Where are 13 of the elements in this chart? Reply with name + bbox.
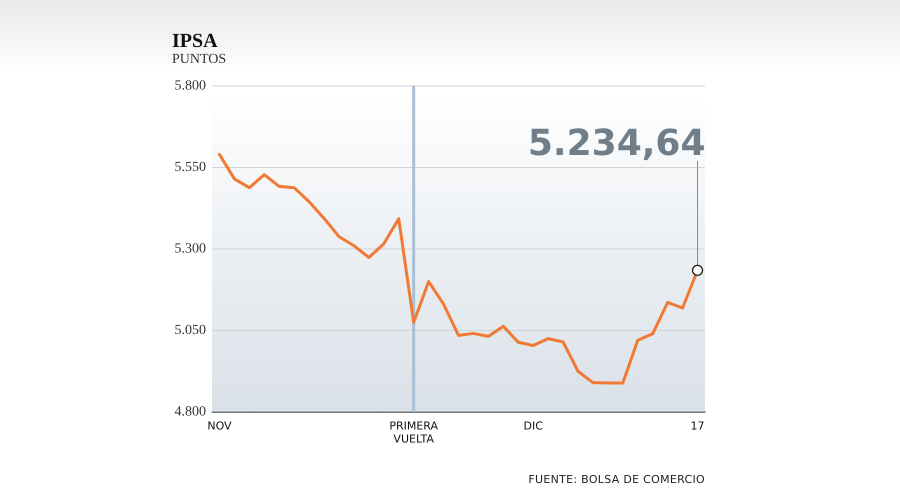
y-tick-label: 5.050	[174, 323, 206, 338]
chart-subtitle: PUNTOS	[172, 52, 226, 68]
y-tick-label: 4.800	[174, 404, 206, 420]
x-tick-label: NOV	[207, 419, 232, 432]
y-tick-label: 5.550	[174, 160, 206, 176]
source-note: FUENTE: BOLSA DE COMERCIO	[528, 473, 705, 486]
y-tick-label: 5.800	[174, 78, 206, 94]
x-tick-label: DIC	[523, 419, 544, 432]
annotation: 5.234,64	[528, 123, 706, 164]
x-tick-label: 17	[690, 419, 705, 432]
y-tick-label: 5.300	[174, 242, 206, 257]
x-tick-label: PRIMERA VUELTA	[389, 419, 438, 446]
chart-title: IPSA	[172, 30, 218, 53]
